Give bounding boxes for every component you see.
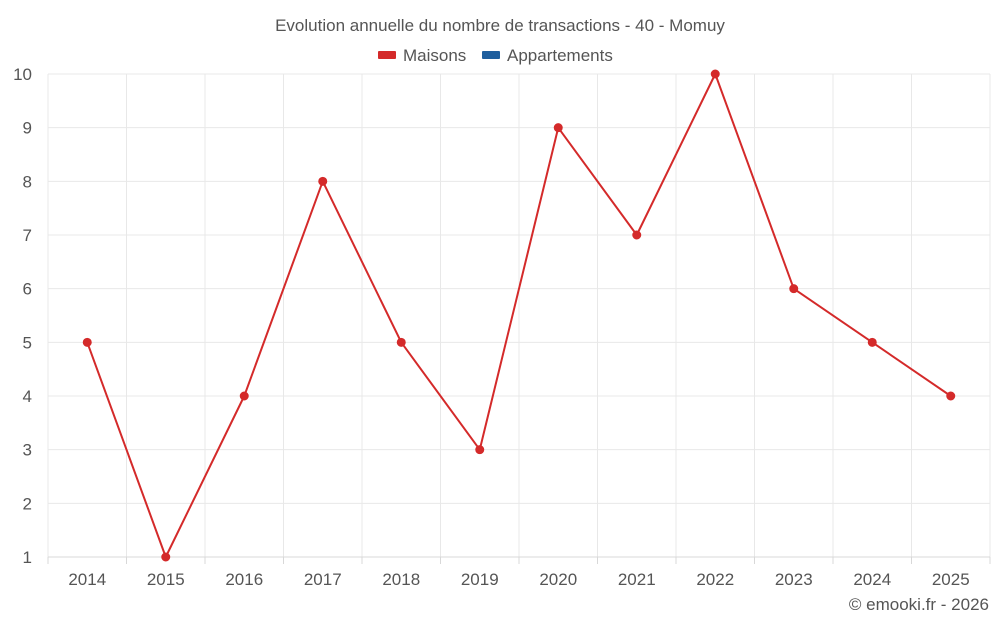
- data-point[interactable]: [710, 69, 720, 79]
- x-tick-label: 2019: [461, 570, 499, 589]
- chart-credit: © emooki.fr - 2026: [849, 595, 989, 614]
- y-tick-label: 10: [13, 65, 32, 84]
- legend-item-appartements[interactable]: Appartements: [482, 46, 613, 65]
- legend-swatch-appartements: [482, 51, 500, 59]
- x-tick-label: 2025: [932, 570, 970, 589]
- x-tick-label: 2022: [696, 570, 734, 589]
- y-tick-label: 8: [23, 172, 32, 191]
- data-point[interactable]: [396, 337, 406, 347]
- data-point[interactable]: [239, 391, 249, 401]
- series-line-maisons: [86, 73, 952, 558]
- y-tick-label: 3: [23, 441, 32, 460]
- data-point[interactable]: [82, 337, 92, 347]
- x-tick-label: 2020: [539, 570, 577, 589]
- data-point[interactable]: [789, 284, 799, 294]
- y-tick-label: 6: [23, 280, 32, 299]
- data-point[interactable]: [475, 445, 485, 455]
- chart-title: Evolution annuelle du nombre de transact…: [275, 16, 725, 35]
- y-tick-label: 4: [23, 387, 32, 406]
- legend-swatch-maisons: [378, 51, 396, 59]
- grid-layer: [47, 73, 991, 558]
- y-tick-label: 7: [23, 226, 32, 245]
- y-tick-label: 2: [23, 494, 32, 513]
- y-tick-label: 1: [23, 548, 32, 567]
- legend-label-maisons: Maisons: [403, 46, 466, 65]
- data-point[interactable]: [867, 337, 877, 347]
- x-tick-label: 2021: [618, 570, 656, 589]
- y-tick-label: 9: [23, 119, 32, 138]
- series-layer: [82, 69, 956, 562]
- x-tick-label: 2018: [382, 570, 420, 589]
- legend-label-appartements: Appartements: [507, 46, 613, 65]
- x-tick-label: 2023: [775, 570, 813, 589]
- data-point[interactable]: [632, 230, 642, 240]
- data-point[interactable]: [161, 552, 171, 562]
- data-point[interactable]: [946, 391, 956, 401]
- x-tick-label: 2017: [304, 570, 342, 589]
- x-tick-label: 2016: [225, 570, 263, 589]
- axis-layer: 1 2 3 4 5 6 7 8 9 10 2014 2015 2016 2017 2018 2019 2020 2…: [13, 65, 991, 589]
- data-point[interactable]: [553, 123, 563, 133]
- x-tick-label: 2014: [68, 570, 106, 589]
- data-point[interactable]: [318, 176, 328, 186]
- legend-item-maisons[interactable]: Maisons: [378, 46, 466, 65]
- legend: Maisons Appartements: [378, 46, 613, 65]
- x-tick-label: 2024: [853, 570, 891, 589]
- x-tick-label: 2015: [147, 570, 185, 589]
- y-tick-label: 5: [23, 333, 32, 352]
